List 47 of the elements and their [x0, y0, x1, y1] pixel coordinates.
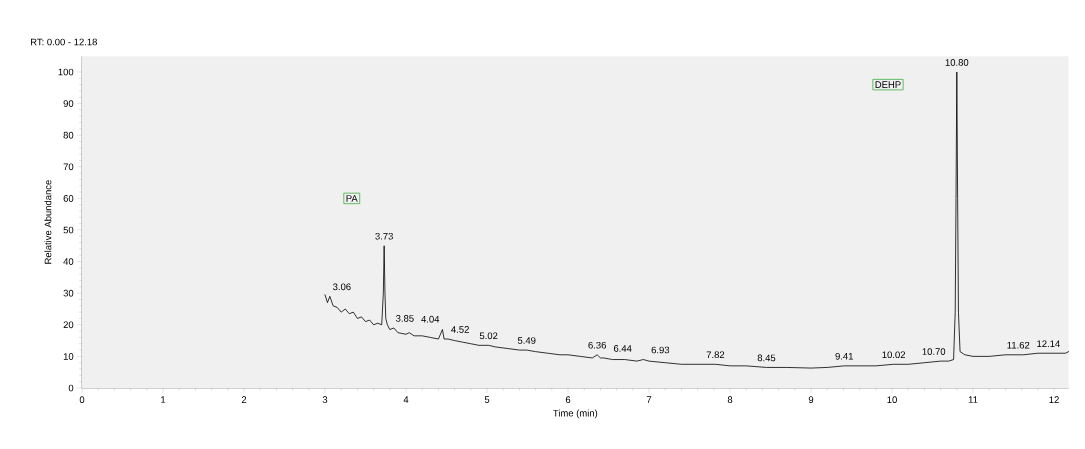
annotation: 4.04 — [421, 315, 440, 323]
annotation: 3.06 — [333, 283, 351, 291]
y-tick-label: 0 — [68, 384, 74, 392]
x-tick-label: 2 — [241, 396, 247, 403]
y-tick-label: 20 — [63, 321, 74, 329]
y-tick-label: 80 — [63, 131, 74, 139]
annotation: 6.44 — [613, 345, 632, 352]
annotation: 10.02 — [882, 351, 906, 359]
y-axis-title: Relative Abundance — [44, 180, 52, 264]
x-tick-label: 12 — [1049, 396, 1059, 403]
y-tick-label: 90 — [63, 100, 74, 107]
annotation: DEHP — [875, 81, 901, 88]
x-tick-label: 5 — [484, 396, 490, 403]
x-tick-label: 1 — [161, 396, 166, 403]
y-tick-label: 70 — [63, 163, 74, 171]
annotation: 3.73 — [375, 232, 393, 240]
annotation: 10.70 — [922, 348, 946, 355]
y-tick-label: 60 — [63, 195, 74, 202]
y-tick-label: 100 — [58, 68, 74, 76]
annotation: 4.52 — [451, 326, 469, 333]
x-tick-label: 3 — [322, 396, 328, 404]
annotation: 12.14 — [1037, 340, 1060, 348]
annotation: 5.02 — [479, 332, 498, 340]
annotation: 8.45 — [757, 354, 776, 362]
x-tick-label: 9 — [808, 396, 814, 404]
annotation: PA — [346, 195, 358, 202]
y-tick-label: 30 — [63, 289, 74, 297]
chart-title: RT: 0.00 - 12.18 — [30, 38, 97, 46]
annotation: 11.62 — [1007, 341, 1030, 349]
x-tick-label: 6 — [565, 396, 571, 404]
y-tick-label: 40 — [63, 258, 74, 265]
x-tick-label: 8 — [727, 396, 733, 404]
annotation: 5.49 — [517, 337, 536, 344]
x-tick-label: 4 — [403, 396, 409, 403]
x-tick-label: 7 — [646, 396, 652, 403]
annotation: 7.82 — [706, 351, 725, 359]
annotation: 6.36 — [588, 341, 606, 349]
x-tick-label: 11 — [968, 396, 978, 403]
annotation: 9.41 — [835, 352, 853, 360]
y-tick-label: 10 — [63, 353, 74, 360]
x-tick-label: 10 — [887, 396, 897, 404]
x-axis-title: Time (min) — [553, 409, 598, 419]
y-tick-label: 50 — [63, 226, 74, 234]
annotation: 6.93 — [651, 346, 670, 354]
annotation: 10.80 — [945, 59, 969, 66]
annotation: 3.85 — [396, 315, 414, 322]
x-tick-label: 0 — [79, 396, 85, 404]
